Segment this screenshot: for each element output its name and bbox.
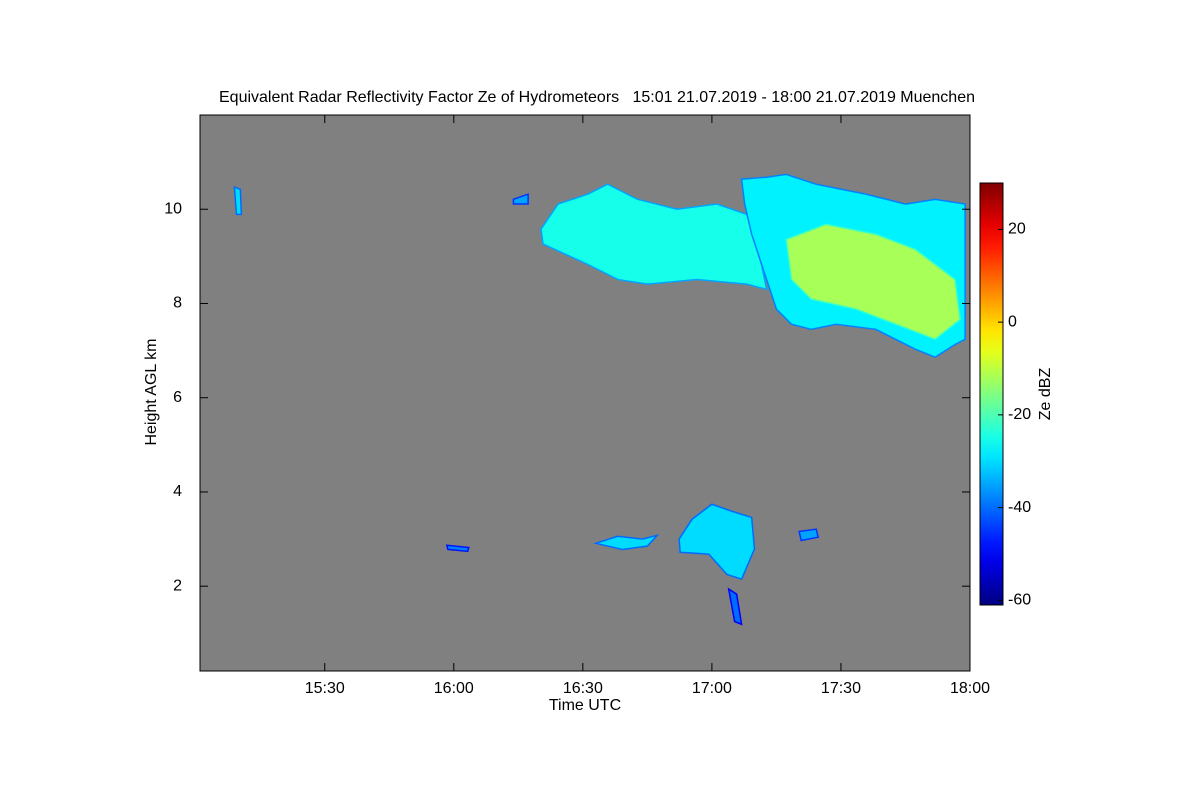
reflectivity-cell	[727, 587, 743, 626]
colorbar-tick-label: -40	[1008, 499, 1031, 516]
y-tick-label: 8	[173, 295, 182, 312]
reflectivity-cell	[512, 193, 529, 205]
reflectivity-cell	[592, 533, 660, 551]
y-tick-label: 2	[173, 577, 182, 594]
colorbar	[979, 182, 1004, 606]
colorbar-tick-label: 20	[1008, 221, 1026, 238]
reflectivity-cell	[678, 503, 756, 581]
colorbar-tick-label: -60	[1008, 592, 1031, 609]
y-tick-label: 4	[173, 483, 182, 500]
plot-frame	[199, 114, 971, 672]
x-tick-label: 16:30	[563, 680, 603, 697]
chart-title: Equivalent Radar Reflectivity Factor Ze …	[219, 89, 975, 106]
colorbar-label: Ze dBZ	[1037, 368, 1054, 421]
x-tick-label: 16:00	[434, 680, 474, 697]
x-tick-label: 17:00	[692, 680, 732, 697]
y-axis-label: Height AGL km	[143, 338, 160, 445]
colorbar-tick-label: -20	[1008, 406, 1031, 423]
colorbar-tick-label: 0	[1008, 313, 1017, 330]
x-tick-label: 17:30	[821, 680, 861, 697]
reflectivity-cell	[445, 544, 470, 553]
x-tick-label: 18:00	[950, 680, 990, 697]
x-axis-label: Time UTC	[549, 697, 621, 714]
y-tick-label: 6	[173, 389, 182, 406]
reflectivity-cell	[785, 223, 961, 341]
reflectivity-cell	[233, 185, 243, 216]
x-tick-label: 15:30	[305, 680, 345, 697]
reflectivity-cell	[798, 528, 820, 542]
y-tick-label: 10	[164, 200, 182, 217]
